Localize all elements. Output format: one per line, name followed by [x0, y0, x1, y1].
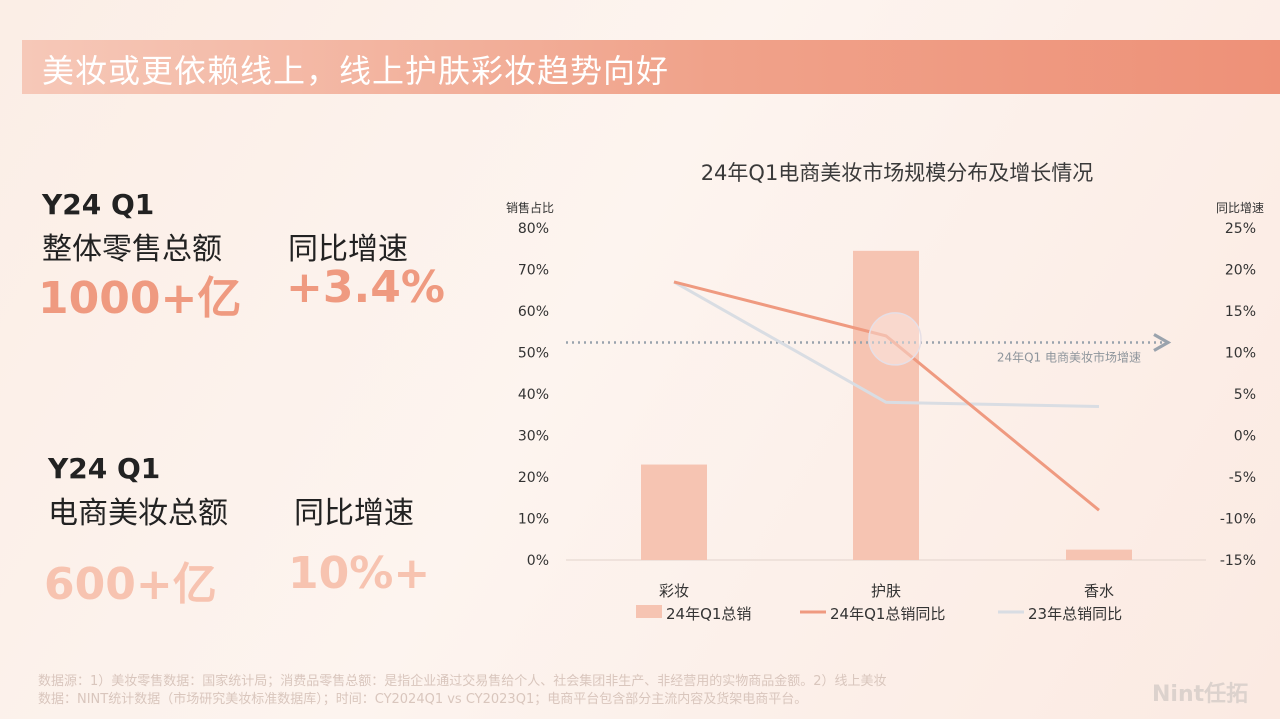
title-banner: 美妆或更依赖线上，线上护肤彩妆趋势向好: [22, 40, 1280, 94]
y2-tick-label: 20%: [1225, 263, 1256, 279]
line-series-2: [673, 280, 1100, 408]
y2-tick-label: 10%: [1225, 346, 1256, 362]
y-axis-label: 销售占比: [506, 200, 554, 215]
brand-logo: Nint任拓: [1152, 682, 1249, 707]
legend-label: 24年Q1总销同比: [830, 605, 945, 623]
y2-tick-label: -10%: [1220, 512, 1256, 528]
bar-彩妆: [641, 464, 707, 560]
category-label: 护肤: [871, 582, 901, 600]
y-tick-label: 60%: [518, 304, 549, 320]
y-tick-label: 40%: [518, 387, 549, 403]
reference-line-label: 24年Q1 电商美妆市场增速: [997, 350, 1141, 365]
kpi-bottom-label-growth: 同比增速: [294, 496, 414, 531]
bar-香水: [1066, 549, 1132, 560]
line-series-1: [673, 280, 1100, 512]
y2-axis-label: 同比增速: [1216, 201, 1264, 215]
y-tick-label: 0%: [527, 553, 549, 569]
footnote-line-2: 数据：NINT统计数据（市场研究美妆标准数据库）；时间：CY2024Q1 vs …: [38, 692, 808, 707]
kpi-top-value-retail: 1000+亿: [38, 273, 242, 324]
y2-tick-label: 0%: [1234, 429, 1256, 445]
y2-tick-label: -5%: [1229, 470, 1256, 486]
bar-护肤: [853, 250, 919, 560]
y-tick-label: 10%: [518, 512, 549, 528]
y2-tick-label: -15%: [1220, 553, 1256, 569]
legend-swatch-bar: [636, 605, 662, 618]
highlight-bubble: [868, 312, 922, 366]
category-label: 彩妆: [659, 582, 689, 600]
footnote-line-1: 数据源：1）美妆零售数据：国家统计局；消费品零售总额：是指企业通过交易售给个人、…: [38, 674, 887, 689]
y-tick-label: 80%: [518, 221, 549, 237]
legend-label: 24年Q1总销: [666, 605, 751, 623]
kpi-bottom-value-ecommerce: 600+亿: [44, 559, 217, 610]
y2-tick-label: 5%: [1234, 387, 1256, 403]
chart-title: 24年Q1电商美妆市场规模分布及增长情况: [701, 161, 1094, 185]
footnote: 数据源：1）美妆零售数据：国家统计局；消费品零售总额：是指企业通过交易售给个人、…: [38, 673, 1028, 709]
kpi-top-period: Y24 Q1: [42, 188, 155, 221]
y-tick-label: 30%: [518, 429, 549, 445]
kpi-top-label-retail: 整体零售总额: [42, 232, 222, 267]
kpi-top-value-growth: +3.4%: [286, 262, 445, 313]
y-tick-label: 20%: [518, 470, 549, 486]
y2-tick-label: 15%: [1225, 304, 1256, 320]
y-tick-label: 50%: [518, 346, 549, 362]
legend-label: 23年总销同比: [1028, 605, 1122, 623]
y2-tick-label: 25%: [1225, 221, 1256, 237]
category-label: 香水: [1084, 582, 1114, 600]
kpi-bottom-period: Y24 Q1: [48, 452, 161, 485]
kpi-top-label-growth: 同比增速: [288, 232, 408, 267]
kpi-bottom-value-growth: 10%+: [288, 548, 431, 599]
page-title: 美妆或更依赖线上，线上护肤彩妆趋势向好: [42, 52, 670, 90]
y-tick-label: 70%: [518, 263, 549, 279]
kpi-bottom-label-ecommerce: 电商美妆总额: [48, 496, 228, 531]
